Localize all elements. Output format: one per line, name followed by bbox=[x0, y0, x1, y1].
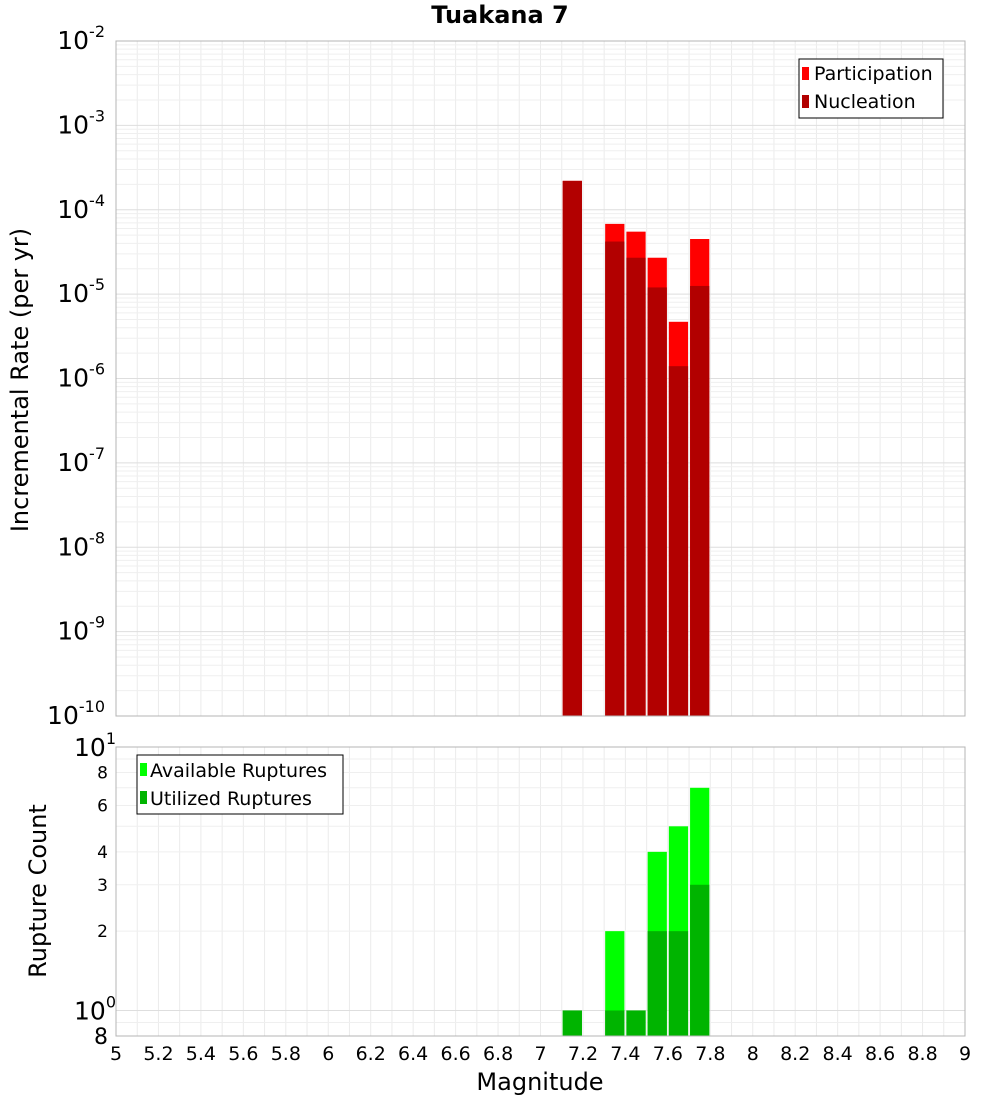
top-y-tick-label: 10-10 bbox=[47, 697, 105, 730]
bottom-y-tick-label: 4 bbox=[97, 843, 108, 863]
top-y-tick-label: 10-3 bbox=[57, 106, 105, 139]
top-bar-nucleation bbox=[626, 257, 646, 716]
x-tick-label: 6.2 bbox=[356, 1043, 386, 1065]
x-tick-label: 7.8 bbox=[695, 1043, 725, 1065]
x-tick-label: 8 bbox=[747, 1043, 759, 1065]
legend-label-nucleation: Nucleation bbox=[814, 91, 916, 113]
x-tick-label: 7.2 bbox=[568, 1043, 598, 1065]
top-y-tick-labels: 10-10 10-9 10-8 10-7 10-6 10-5 10-4 10-3 10-2 bbox=[47, 22, 105, 730]
top-bar-nucleation bbox=[647, 287, 667, 716]
bottom-legend-box bbox=[136, 754, 344, 815]
legend-swatch-utilized-ruptures bbox=[140, 791, 147, 804]
top-plot-frame bbox=[115, 40, 966, 717]
top-y-tick-label: 10-6 bbox=[57, 360, 105, 393]
top-bar-nucleation bbox=[562, 180, 582, 716]
top-y-tick-label: 10-7 bbox=[57, 444, 105, 477]
bottom-y-tick-label: 8 bbox=[94, 1025, 108, 1050]
x-tick-label: 6.6 bbox=[440, 1043, 470, 1065]
bottom-y-tick-label: 100 bbox=[74, 992, 116, 1025]
x-tick-label: 7 bbox=[534, 1043, 546, 1065]
bottom-y-tick-label: 8 bbox=[97, 764, 108, 784]
bottom-y-tick-label: 3 bbox=[97, 876, 108, 896]
bottom-bar-utilized-ruptures bbox=[668, 931, 689, 1036]
top-y-tick-label: 10-5 bbox=[57, 275, 105, 308]
legend-swatch-available-ruptures bbox=[140, 763, 147, 776]
x-tick-label: 6 bbox=[322, 1043, 334, 1065]
x-tick-label: 7.6 bbox=[653, 1043, 683, 1065]
bottom-y-tick-label: 6 bbox=[97, 796, 108, 816]
legend-label-utilized-ruptures: Utilized Ruptures bbox=[150, 788, 312, 810]
top-y-tick-label: 10-4 bbox=[57, 191, 105, 224]
legend-swatch-participation bbox=[802, 67, 809, 80]
bottom-y-tick-label: 101 bbox=[74, 729, 116, 762]
bottom-bar-utilized-ruptures bbox=[647, 931, 667, 1036]
x-tick-label: 8.8 bbox=[907, 1043, 937, 1065]
bottom-bar-available-ruptures bbox=[605, 931, 625, 1036]
legend-label-participation: Participation bbox=[814, 63, 933, 85]
x-tick-labels: 5 5.2 5.4 5.6 5.8 6 6.2 6.4 6.6 6.8 7 7.2 7.4 7.6 7.8 8… bbox=[110, 1043, 971, 1065]
chart-title: Tuakana 7 bbox=[431, 1, 569, 29]
x-tick-label: 5.6 bbox=[228, 1043, 258, 1065]
bottom-bar-utilized-ruptures bbox=[626, 1010, 646, 1036]
bottom-bar-utilized-ruptures bbox=[605, 1010, 625, 1036]
top-y-axis-label: Incremental Rate (per yr) bbox=[6, 228, 34, 532]
x-tick-label: 5.2 bbox=[143, 1043, 173, 1065]
bottom-y-axis-label: Rupture Count bbox=[24, 804, 52, 978]
top-legend-box bbox=[798, 58, 944, 119]
bottom-legend: Available Ruptures Utilized Ruptures bbox=[136, 754, 344, 815]
top-plot-grid bbox=[115, 40, 966, 717]
x-tick-label: 7.4 bbox=[610, 1043, 640, 1065]
x-tick-label: 9 bbox=[959, 1043, 971, 1065]
legend-swatch-nucleation bbox=[802, 95, 809, 108]
top-bar-nucleation bbox=[605, 241, 625, 717]
top-y-tick-label: 10-8 bbox=[57, 528, 105, 561]
bottom-plot-frame bbox=[115, 746, 966, 1037]
top-bar-nucleation bbox=[690, 285, 710, 716]
legend-label-available-ruptures: Available Ruptures bbox=[150, 760, 327, 782]
top-y-tick-label: 10-2 bbox=[57, 22, 105, 55]
x-tick-label: 8.2 bbox=[780, 1043, 810, 1065]
top-y-tick-label: 10-9 bbox=[57, 613, 105, 646]
x-tick-label: 8.4 bbox=[823, 1043, 853, 1065]
bottom-bar-utilized-ruptures bbox=[562, 1010, 582, 1036]
x-tick-label: 5.8 bbox=[271, 1043, 301, 1065]
x-tick-label: 6.4 bbox=[398, 1043, 428, 1065]
bottom-bar-utilized-ruptures bbox=[690, 884, 710, 1036]
x-axis-label: Magnitude bbox=[476, 1068, 603, 1096]
bottom-plot-bars bbox=[562, 787, 710, 1036]
top-plot-bars bbox=[562, 180, 710, 717]
top-legend: Participation Nucleation bbox=[798, 58, 944, 119]
x-tick-label: 5 bbox=[110, 1043, 122, 1065]
x-tick-label: 8.6 bbox=[865, 1043, 895, 1065]
bottom-y-tick-labels: 101 100 2 3 4 6 8 8 bbox=[74, 729, 116, 1050]
bottom-y-tick-label: 2 bbox=[97, 922, 108, 942]
x-tick-label: 5.4 bbox=[186, 1043, 216, 1065]
top-bar-nucleation bbox=[668, 366, 689, 716]
x-tick-label: 6.8 bbox=[483, 1043, 513, 1065]
